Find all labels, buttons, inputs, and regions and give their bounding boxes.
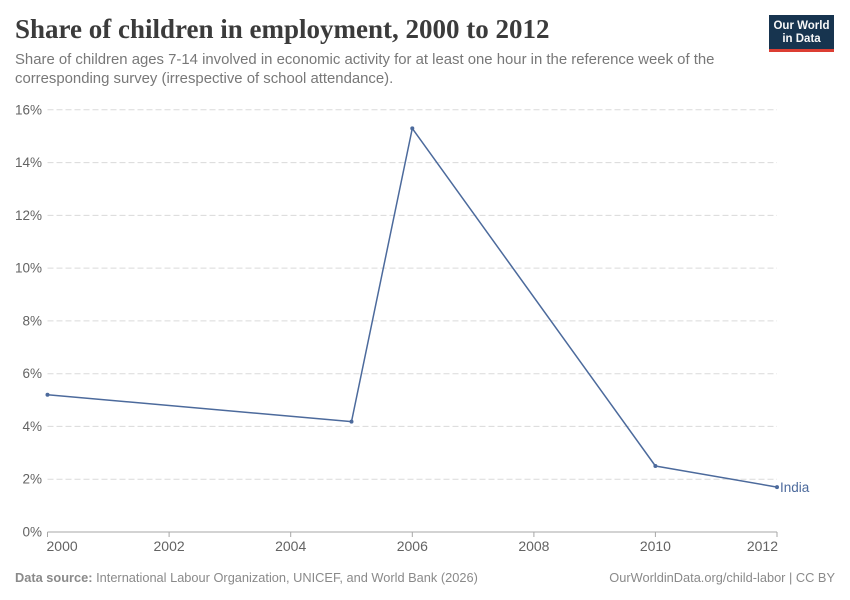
svg-text:0%: 0% [22,525,42,540]
svg-text:2%: 2% [22,472,42,487]
svg-text:12%: 12% [15,208,42,223]
svg-text:2000: 2000 [47,538,78,554]
svg-text:India: India [780,480,810,495]
svg-text:14%: 14% [15,155,42,170]
svg-text:2006: 2006 [397,538,428,554]
svg-text:2002: 2002 [154,538,185,554]
svg-text:2004: 2004 [275,538,306,554]
svg-text:8%: 8% [22,313,42,328]
svg-text:6%: 6% [22,366,42,381]
svg-text:16%: 16% [15,102,42,117]
svg-text:2010: 2010 [640,538,671,554]
svg-text:2012: 2012 [747,538,778,554]
svg-text:10%: 10% [15,261,42,276]
svg-text:4%: 4% [22,419,42,434]
svg-text:2008: 2008 [518,538,549,554]
